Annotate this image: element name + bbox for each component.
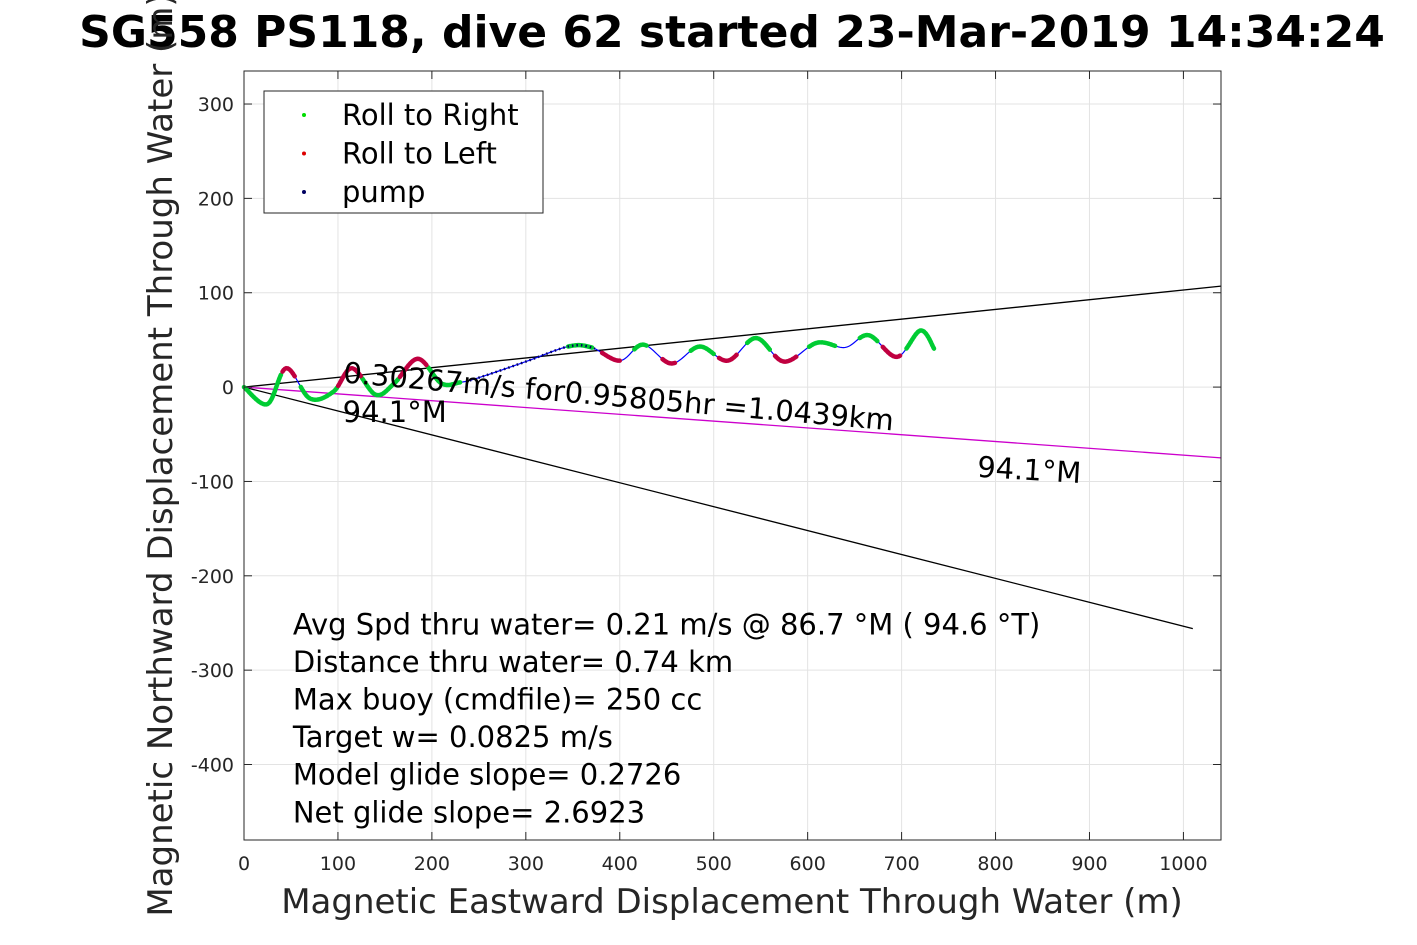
y-axis-ticks: -400 -300 -200 -100 0 100 200 300: [191, 94, 1221, 777]
reference-line: [243, 386, 1222, 459]
x-tick-label: 500: [696, 853, 732, 875]
plot-frame: [243, 70, 1222, 841]
x-tick-label: 800: [977, 853, 1013, 875]
roll-right-segment: [241, 371, 284, 407]
legend-marker: [302, 113, 306, 117]
x-tick-label: 1000: [1159, 853, 1207, 875]
y-axis-label: Magnetic Northward Displacement Through …: [141, 0, 181, 917]
x-tick-label: 400: [602, 853, 638, 875]
roll-right-segment: [744, 335, 773, 352]
roll-right-segment: [857, 332, 880, 344]
x-axis-label: Magnetic Eastward Displacement Through W…: [281, 882, 1183, 922]
stats-line: Max buoy (cmdfile)= 250 cc: [293, 683, 702, 717]
roll-right-segment: [359, 376, 401, 398]
legend-marker: [302, 151, 306, 156]
stats-line: Avg Spd thru water= 0.21 m/s @ 86.7 °M (…: [293, 607, 1041, 641]
y-tick-label: 300: [198, 94, 234, 116]
x-tick-label: 600: [790, 853, 826, 875]
legend-label: Roll to Left: [342, 137, 497, 171]
stats-line: Distance thru water= 0.74 km: [293, 645, 733, 679]
y-tick-label: 100: [198, 283, 234, 305]
stats-line: Model glide slope= 0.2726: [293, 758, 681, 792]
roll-right-segment: [904, 328, 937, 352]
x-axis-ticks: 0 100 200 300 400 500 600 700 800 900 1000: [238, 71, 1208, 875]
roll-right-segment: [632, 342, 649, 352]
y-tick-label: -100: [191, 471, 234, 493]
y-tick-label: 0: [222, 377, 234, 399]
dive-track: [241, 328, 937, 407]
x-tick-label: 200: [414, 853, 450, 875]
x-tick-label: 100: [320, 853, 356, 875]
chart-title: SG558 PS118, dive 62 started 23-Mar-2019…: [79, 7, 1385, 58]
roll-right-segment: [426, 365, 463, 388]
legend: Roll to Right Roll to Left pump: [263, 90, 544, 214]
roll-left-segment: [599, 350, 623, 363]
y-tick-label: -400: [191, 755, 234, 777]
x-tick-label: 900: [1071, 853, 1107, 875]
pump-segment: [469, 343, 596, 382]
roll-left-segment: [660, 356, 678, 366]
legend-label: pump: [342, 175, 425, 209]
annotation-label: 94.1°M: [343, 395, 447, 429]
x-tick-label: 300: [508, 853, 544, 875]
y-tick-label: -300: [191, 660, 234, 682]
y-tick-label: -200: [191, 566, 234, 588]
legend-label: Roll to Right: [342, 98, 519, 132]
roll-left-segment: [880, 344, 903, 360]
x-tick-label: 0: [238, 853, 250, 875]
y-tick-label: 200: [198, 188, 234, 210]
annotation-label: 94.1°M: [976, 450, 1082, 490]
x-tick-label: 700: [883, 853, 919, 875]
roll-left-segment: [772, 353, 799, 364]
roll-right-segment: [298, 384, 340, 403]
stats-line: Target w= 0.0825 m/s: [292, 720, 613, 754]
roll-right-segment: [806, 340, 838, 350]
roll-left-segment: [335, 365, 363, 389]
roll-right-segment: [688, 344, 716, 357]
legend-box: [263, 90, 544, 214]
roll-left-segment: [280, 365, 297, 379]
roll-left-segment: [397, 356, 430, 380]
reference-line: [243, 386, 1193, 630]
stats-text: Avg Spd thru water= 0.21 m/s @ 86.7 °M (…: [292, 607, 1041, 829]
legend-marker: [302, 190, 306, 194]
roll-left-segment: [716, 352, 739, 363]
stats-line: Net glide slope= 2.6923: [293, 795, 645, 829]
